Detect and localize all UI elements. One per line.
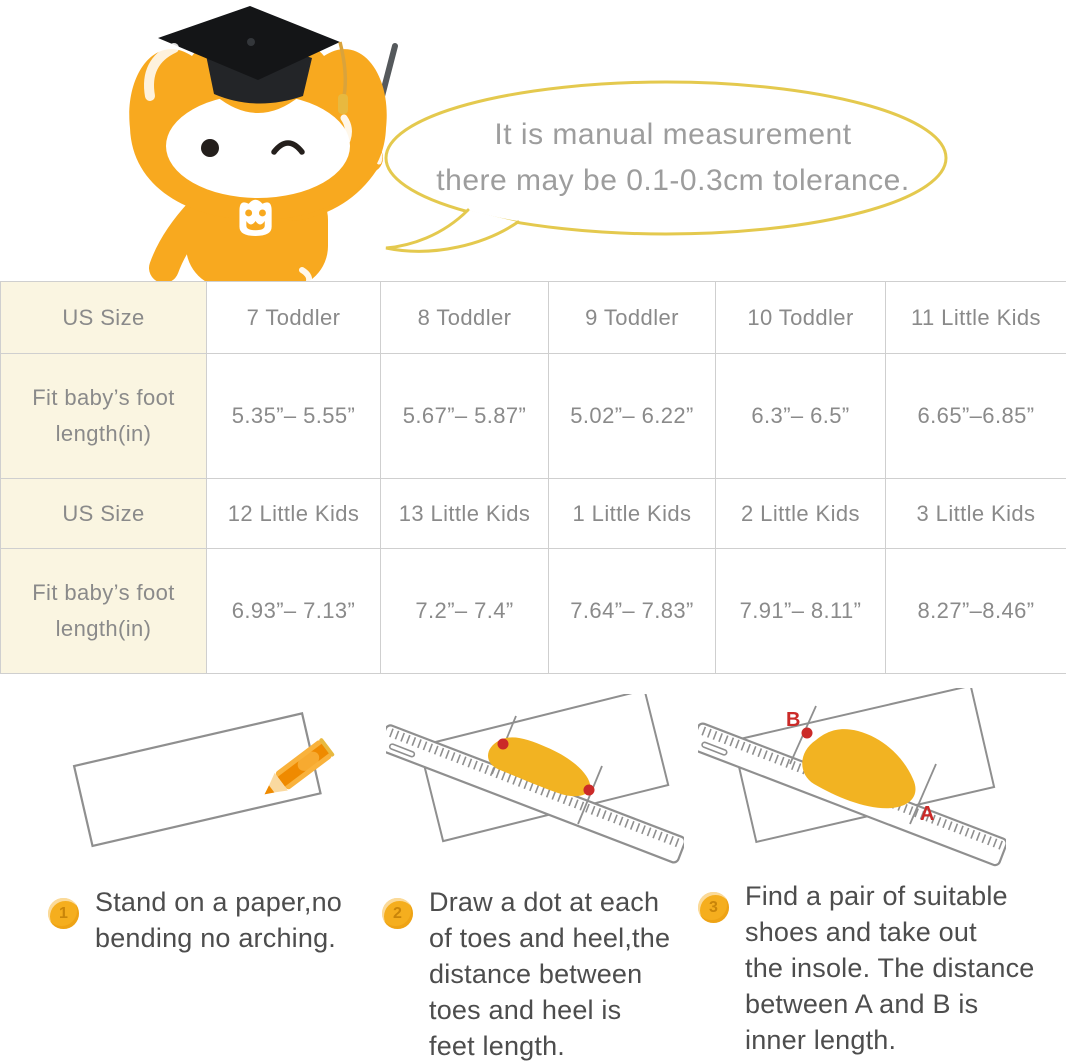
length-cell: 6.3”– 6.5” bbox=[715, 353, 886, 479]
graduate-mascot-illustration bbox=[129, 6, 398, 281]
length-cell: 5.02”– 6.22” bbox=[548, 353, 716, 479]
speech-bubble: It is manual measurement there may be 0.… bbox=[372, 76, 952, 268]
row-header-cell: US Size bbox=[0, 478, 207, 549]
size-cell: 13 Little Kids bbox=[380, 478, 549, 549]
cap-tassel bbox=[338, 41, 348, 97]
row-header-cell: Fit baby’s foot length(in) bbox=[0, 548, 207, 674]
heel-dot-marker bbox=[497, 738, 509, 750]
length-cell: 7.2”– 7.4” bbox=[380, 548, 549, 674]
length-cell: 7.91”– 8.11” bbox=[715, 548, 886, 674]
step-1-text: Stand on a paper,no bending no arching. bbox=[95, 887, 343, 953]
size-cell: 10 Toddler bbox=[715, 281, 886, 354]
table-row: Fit baby’s foot length(in) 6.93”– 7.13” … bbox=[0, 548, 1066, 674]
size-cell: 12 Little Kids bbox=[206, 478, 381, 549]
size-chart-table: US Size 7 Toddler 8 Toddler 9 Toddler 10… bbox=[0, 281, 1066, 674]
mascot-left-eye bbox=[201, 139, 219, 157]
owl-emblem bbox=[239, 199, 272, 236]
table-row: US Size 12 Little Kids 13 Little Kids 1 … bbox=[0, 478, 1066, 549]
marker-a-label: A bbox=[920, 803, 934, 825]
row-header-cell: US Size bbox=[0, 281, 207, 354]
size-cell: 11 Little Kids bbox=[885, 281, 1066, 354]
length-cell: 6.65”–6.85” bbox=[885, 353, 1066, 479]
length-cell: 5.35”– 5.55” bbox=[206, 353, 381, 479]
paper-pencil-illustration bbox=[72, 712, 335, 848]
step-3-badge: 3 bbox=[698, 892, 729, 923]
length-cell: 7.64”– 7.83” bbox=[548, 548, 716, 674]
size-cell: 3 Little Kids bbox=[885, 478, 1066, 549]
step-3-text: Find a pair of suitable shoes and take o… bbox=[745, 881, 1035, 1055]
foot-outline bbox=[488, 737, 591, 797]
step-2: 2 Draw a dot at each of toes and heel,th… bbox=[382, 884, 682, 1061]
ruler-foot-illustration bbox=[386, 694, 684, 864]
table-row: Fit baby’s foot length(in) 5.35”– 5.55” … bbox=[0, 353, 1066, 479]
step-2-badge: 2 bbox=[382, 898, 413, 929]
step-3: 3 Find a pair of suitable shoes and take… bbox=[698, 878, 1054, 1058]
mascot-wink-eye bbox=[271, 140, 305, 155]
length-cell: 5.67”– 5.87” bbox=[380, 353, 549, 479]
speech-bubble-outline bbox=[384, 80, 948, 253]
tolerance-note-text: It is manual measurement there may be 0.… bbox=[436, 118, 910, 197]
size-cell: 8 Toddler bbox=[380, 281, 549, 354]
row-header-cell: Fit baby’s foot length(in) bbox=[0, 353, 207, 479]
step-2-text: Draw a dot at each of toes and heel,the … bbox=[429, 887, 671, 1061]
marker-b-label: B bbox=[786, 709, 800, 731]
length-cell: 8.27”–8.46” bbox=[885, 548, 1066, 674]
size-cell: 2 Little Kids bbox=[715, 478, 886, 549]
size-cell: 1 Little Kids bbox=[548, 478, 716, 549]
pencil-icon bbox=[264, 738, 335, 795]
toe-dot-marker bbox=[583, 784, 595, 796]
size-cell: 9 Toddler bbox=[548, 281, 716, 354]
step-1-badge: 1 bbox=[48, 898, 79, 929]
insole-outline bbox=[802, 729, 916, 809]
ruler-insole-illustration: B A bbox=[698, 688, 1006, 867]
step-1: 1 Stand on a paper,no bending no arching… bbox=[48, 884, 378, 956]
size-cell: 7 Toddler bbox=[206, 281, 381, 354]
length-cell: 6.93”– 7.13” bbox=[206, 548, 381, 674]
point-b-dot-marker bbox=[801, 727, 813, 739]
table-row: US Size 7 Toddler 8 Toddler 9 Toddler 10… bbox=[0, 281, 1066, 354]
